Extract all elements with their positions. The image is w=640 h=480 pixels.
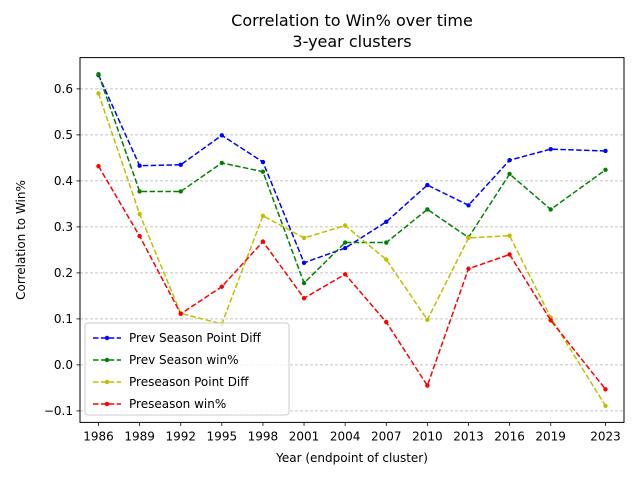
data-point [96, 163, 101, 169]
data-point [466, 235, 471, 241]
data-point [96, 91, 101, 96]
y-tick-label: 0.3 [54, 220, 73, 234]
data-point [301, 260, 307, 265]
legend-marker [104, 335, 110, 341]
y-tick-label: 0.4 [54, 174, 73, 188]
data-point [219, 160, 225, 166]
data-point [301, 280, 307, 286]
data-point [507, 157, 512, 163]
x-tick-label: 2004 [330, 429, 361, 443]
x-tick-label: 2019 [535, 429, 566, 443]
data-point [342, 223, 348, 228]
series-group [96, 71, 608, 409]
x-tick-label: 2007 [371, 429, 402, 443]
data-point [137, 211, 142, 217]
y-tick-label: 0.6 [54, 82, 73, 96]
data-point [603, 403, 608, 409]
legend-label: Preseason win% [129, 397, 226, 411]
x-tick-label: 1998 [248, 429, 279, 443]
legend: Prev Season Point Diff Prev Season win% Pr… [84, 322, 290, 416]
series-0 [96, 72, 608, 265]
data-point [137, 233, 142, 239]
data-point [219, 133, 225, 138]
legend-marker [104, 401, 110, 407]
y-tick-label: 0.0 [54, 358, 73, 372]
data-point [301, 235, 307, 241]
data-point [507, 252, 512, 257]
data-point [603, 167, 608, 173]
data-point [507, 233, 512, 238]
data-point [425, 207, 430, 212]
data-point [178, 311, 183, 317]
x-axis: 1986 1989 1992 1995 1998 2001 2004 2007 2010 2013… [83, 422, 621, 443]
data-point [466, 203, 471, 208]
data-point [342, 240, 348, 245]
y-axis-label: Correlation to Win% [14, 180, 28, 300]
data-point [260, 213, 266, 219]
legend-label: Prev Season Point Diff [129, 331, 262, 345]
x-tick-label: 2001 [289, 429, 320, 443]
data-point [425, 317, 430, 323]
x-tick-label: 2010 [412, 429, 443, 443]
x-tick-label: 1989 [124, 429, 155, 443]
data-point [178, 162, 183, 167]
data-point [137, 189, 142, 194]
x-axis-label: Year (endpoint of cluster) [275, 451, 428, 465]
x-tick-label: 1995 [207, 429, 238, 443]
data-point [342, 272, 348, 277]
legend-label: Prev Season win% [129, 353, 239, 367]
data-point [178, 189, 183, 194]
chart-subtitle: 3-year clusters [292, 32, 411, 51]
x-tick-label: 2013 [453, 429, 484, 443]
legend-label: Preseason Point Diff [129, 375, 249, 389]
x-tick-label: 1992 [165, 429, 196, 443]
series-1 [96, 71, 608, 286]
data-point [507, 171, 512, 177]
data-point [260, 169, 266, 174]
data-point [219, 284, 225, 289]
data-point [260, 159, 266, 165]
data-point [137, 163, 142, 168]
y-tick-label: 0.5 [54, 128, 73, 142]
data-point [548, 146, 553, 152]
series-3 [96, 163, 608, 392]
data-point [384, 240, 389, 245]
chart-title: Correlation to Win% over time [231, 11, 473, 30]
data-point [603, 148, 608, 154]
data-point [548, 207, 553, 212]
series-line [97, 73, 606, 285]
y-tick-label: 0.1 [54, 312, 73, 326]
data-point [384, 319, 389, 325]
data-point [301, 295, 307, 301]
x-tick-label: 1986 [83, 429, 114, 443]
y-axis: −0.1 0.0 0.1 0.2 0.3 0.4 0.5 0.6 [44, 82, 80, 418]
y-tick-label: 0.2 [54, 266, 73, 280]
data-point [425, 383, 430, 388]
legend-box [84, 322, 290, 416]
data-point [96, 71, 101, 77]
data-point [260, 239, 266, 244]
data-point [548, 318, 553, 323]
data-point [425, 182, 430, 188]
legend-marker [104, 357, 110, 363]
data-point [603, 387, 608, 392]
plot-frame [79, 57, 625, 423]
series-line [97, 74, 606, 264]
x-tick-label: 2016 [494, 429, 525, 443]
data-point [342, 245, 348, 251]
data-point [384, 257, 389, 262]
legend-marker [104, 379, 110, 385]
data-point [466, 266, 471, 271]
data-point [384, 219, 389, 225]
y-tick-label: −0.1 [44, 404, 73, 418]
x-tick-label: 2023 [590, 429, 621, 443]
